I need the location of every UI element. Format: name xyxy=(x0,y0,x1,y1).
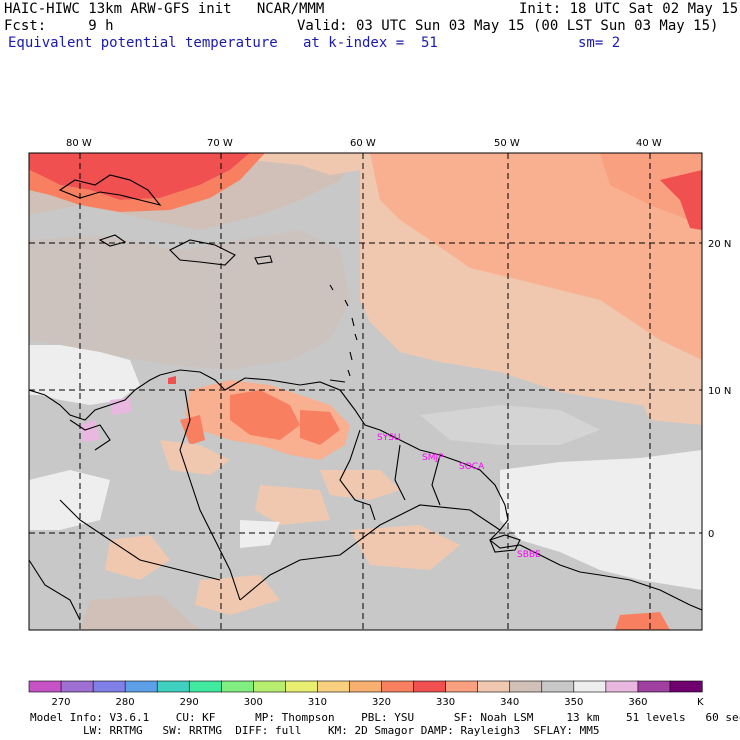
colorbar-tick-label: 290 xyxy=(180,697,199,708)
colorbar-swatch xyxy=(156,680,190,693)
colorbar-tick-label: 280 xyxy=(116,697,135,708)
colorbar-swatch xyxy=(188,680,222,693)
colorbar: 270 280 290 300 310 320 330 340 350 360 xyxy=(28,680,703,708)
lat-label-10n: 10 N xyxy=(708,386,731,397)
colorbar-tick-label: 350 xyxy=(564,697,583,708)
model-title: HAIC-HIWC 13km ARW-GFS init NCAR/MMM xyxy=(4,1,325,17)
station-label: SBBE xyxy=(517,550,541,560)
colorbar-swatch xyxy=(285,680,319,693)
coastlines xyxy=(29,174,702,621)
colorbar-swatch xyxy=(445,680,479,693)
colorbar-swatch xyxy=(28,680,62,693)
station-label: SOCA xyxy=(459,462,485,472)
colorbar-swatch xyxy=(92,680,126,693)
station-label: SMJP xyxy=(422,453,444,463)
colorbar-swatch xyxy=(413,680,447,693)
field-name: Equivalent potential temperature xyxy=(8,35,278,51)
colorbar-unit: K xyxy=(697,697,704,708)
colorbar-swatch xyxy=(60,680,94,693)
colorbar-swatch xyxy=(573,680,607,693)
colorbar-tick-label: 310 xyxy=(308,697,327,708)
colorbar-swatch xyxy=(381,680,415,693)
map-frame xyxy=(28,152,703,631)
lon-label-40w: 40 W xyxy=(636,138,662,149)
colorbar-swatch xyxy=(541,680,575,693)
colorbar-swatch xyxy=(637,680,671,693)
colorbar-tick-label: 360 xyxy=(628,697,647,708)
colorbar-tick-label: 320 xyxy=(372,697,391,708)
forecast-hour: Fcst: 9 h xyxy=(4,18,114,34)
colorbar-tick-label: 330 xyxy=(436,697,455,708)
lon-label-80w: 80 W xyxy=(66,138,92,149)
colorbar-tick-label: 270 xyxy=(51,697,70,708)
colorbar-swatch xyxy=(253,680,286,693)
colorbar-swatch xyxy=(220,680,254,693)
model-info-line1: Model Info: V3.6.1 CU: KF MP: Thompson P… xyxy=(30,711,740,724)
colorbar-swatch xyxy=(349,680,383,693)
colorbar-swatch xyxy=(477,680,511,693)
lat-label-20n: 20 N xyxy=(708,239,731,250)
lat-label-0: 0 xyxy=(708,529,714,540)
colorbar-tick-label: 340 xyxy=(500,697,519,708)
grid-lines xyxy=(29,153,702,630)
colorbar-swatch xyxy=(124,680,158,693)
theta-e-field xyxy=(29,153,702,630)
level-info: at k-index = 51 xyxy=(303,35,438,51)
colorbar-swatch xyxy=(509,680,543,693)
lon-label-50w: 50 W xyxy=(494,138,520,149)
colorbar-tick-label: 300 xyxy=(244,697,263,708)
init-time: Init: 18 UTC Sat 02 May 15 xyxy=(519,1,739,17)
smoothing-info: sm= 2 xyxy=(578,35,621,51)
valid-time: Valid: 03 UTC Sun 03 May 15 (00 LST Sun … xyxy=(297,18,719,34)
station-label: SYSU xyxy=(377,433,401,443)
colorbar-swatch xyxy=(605,680,639,693)
colorbar-swatch xyxy=(669,680,703,693)
lon-label-70w: 70 W xyxy=(207,138,233,149)
lon-label-60w: 60 W xyxy=(350,138,376,149)
colorbar-swatch xyxy=(317,680,351,693)
model-info-line2: LW: RRTMG SW: RRTMG DIFF: full KM: 2D Sm… xyxy=(30,724,600,737)
